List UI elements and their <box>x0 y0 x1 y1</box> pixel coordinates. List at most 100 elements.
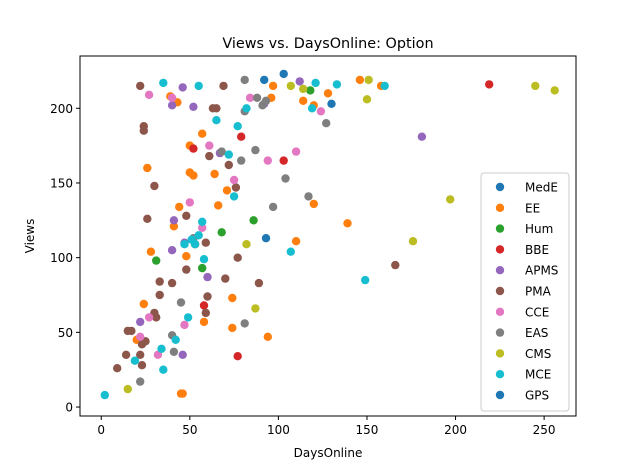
data-point-mce-9 <box>194 231 203 240</box>
data-point-mce-18 <box>100 390 110 400</box>
data-point-mce-14 <box>171 335 180 344</box>
data-point-mce-20 <box>307 104 317 113</box>
data-point-cce-6 <box>316 107 326 116</box>
data-point-ee-18 <box>228 293 237 303</box>
data-point-cms-4 <box>242 240 251 249</box>
data-point-pma-33 <box>391 260 400 270</box>
data-point-cms-3 <box>299 84 308 94</box>
data-point-ee-11 <box>182 252 191 261</box>
data-point-cce-10 <box>144 313 154 322</box>
data-point-pma-28 <box>233 253 242 262</box>
data-point-eas-15 <box>169 347 179 356</box>
data-point-apms-1 <box>167 101 177 110</box>
legend-label-bbe: BBE <box>525 243 549 257</box>
legend-marker-cce <box>495 307 505 316</box>
data-point-ee-17 <box>228 323 237 333</box>
legend-marker-mede <box>495 182 505 192</box>
data-point-mce-5 <box>242 104 251 113</box>
data-point-pma-6 <box>205 151 214 161</box>
data-point-ee-20 <box>222 186 232 195</box>
data-point-mce-1 <box>194 81 203 91</box>
data-point-pma-14 <box>155 277 164 286</box>
data-point-mce-12 <box>199 255 209 264</box>
data-points <box>100 69 559 400</box>
data-point-pma-25 <box>203 292 212 301</box>
legend-marker-eas <box>495 328 505 337</box>
data-point-apms-2 <box>189 102 198 112</box>
y-tick-label: 50 <box>58 326 73 340</box>
data-point-eas-9 <box>268 202 278 212</box>
data-point-eas-12 <box>176 298 186 307</box>
x-tick-label: 100 <box>267 423 290 437</box>
data-point-pma-18 <box>123 326 132 336</box>
data-point-cce-4 <box>263 156 272 165</box>
data-point-ee-22 <box>291 237 301 246</box>
data-point-ee-28 <box>323 89 333 98</box>
y-axis: 0 50 100 150 200 <box>50 102 80 415</box>
data-point-mce-21 <box>311 78 320 88</box>
data-point-mce-2 <box>212 116 221 125</box>
legend-label-mede: MedE <box>525 181 558 195</box>
legend-label-cms: CMS <box>525 347 551 361</box>
data-point-ee-23 <box>309 199 318 209</box>
y-tick-label: 150 <box>50 176 73 190</box>
data-point-pma-7 <box>224 160 233 170</box>
data-point-cms-2 <box>286 81 295 91</box>
data-point-hum-3 <box>217 228 226 237</box>
legend-marker-hum <box>495 224 505 233</box>
data-point-eas-11 <box>304 192 313 201</box>
data-point-eas-8 <box>217 147 226 156</box>
data-point-cce-5 <box>291 147 301 156</box>
x-axis-label: DaysOnline <box>294 446 363 460</box>
data-point-pma-3 <box>150 181 159 191</box>
legend-marker-pma <box>495 286 505 296</box>
data-point-cce-7 <box>245 93 255 103</box>
legend-label-eas: EAS <box>525 326 548 340</box>
data-point-gps-1 <box>261 234 271 243</box>
legend-marker-apms <box>495 266 505 275</box>
data-point-gps-0 <box>327 99 336 109</box>
data-point-apms-7 <box>167 246 177 255</box>
x-tick-label: 250 <box>533 423 556 437</box>
data-point-ee-30 <box>299 96 308 106</box>
data-point-mce-7 <box>198 217 207 226</box>
x-tick-label: 0 <box>97 423 105 437</box>
data-point-ee-10 <box>169 222 179 231</box>
data-point-mce-17 <box>130 356 140 365</box>
y-tick-label: 200 <box>50 102 73 116</box>
data-point-pma-32 <box>219 81 228 91</box>
y-axis-label: Views <box>23 219 37 254</box>
data-point-pma-12 <box>167 278 177 288</box>
data-point-pma-13 <box>155 290 164 300</box>
data-point-cms-5 <box>251 304 260 313</box>
legend-marker-gps <box>495 390 505 400</box>
x-axis: 0 50 100 150 200 250 <box>97 416 556 437</box>
data-point-pma-22 <box>113 364 122 373</box>
data-point-cce-0 <box>144 90 154 100</box>
data-point-cms-10 <box>550 86 559 95</box>
data-point-ee-7 <box>143 163 152 173</box>
data-point-cce-2 <box>205 141 214 150</box>
data-point-pma-8 <box>231 183 241 192</box>
legend-label-gps: GPS <box>525 389 549 403</box>
data-point-ee-19 <box>214 201 223 210</box>
data-point-ee-12 <box>139 299 148 309</box>
data-point-pma-5 <box>182 211 191 220</box>
data-point-mce-16 <box>159 365 168 374</box>
data-point-mce-3 <box>224 150 233 159</box>
chart-title: Views vs. DaysOnline: Option <box>222 36 433 52</box>
legend-label-ee: EE <box>525 201 540 215</box>
data-point-mce-13 <box>183 313 193 322</box>
x-tick-label: 50 <box>182 423 197 437</box>
data-point-pma-2 <box>139 126 148 135</box>
data-point-pma-20 <box>136 350 145 359</box>
data-point-ee-31 <box>268 81 278 91</box>
data-point-eas-5 <box>322 119 331 128</box>
data-point-mce-24 <box>380 81 389 91</box>
data-point-ee-21 <box>263 332 272 341</box>
legend: MedE EE Hum BBE APMS PMA CCE EAS CMS MCE GPS <box>480 172 570 412</box>
data-point-eas-17 <box>240 319 249 328</box>
data-point-mce-19 <box>286 247 295 256</box>
data-point-apms-5 <box>169 216 179 225</box>
data-point-pma-26 <box>201 308 210 318</box>
